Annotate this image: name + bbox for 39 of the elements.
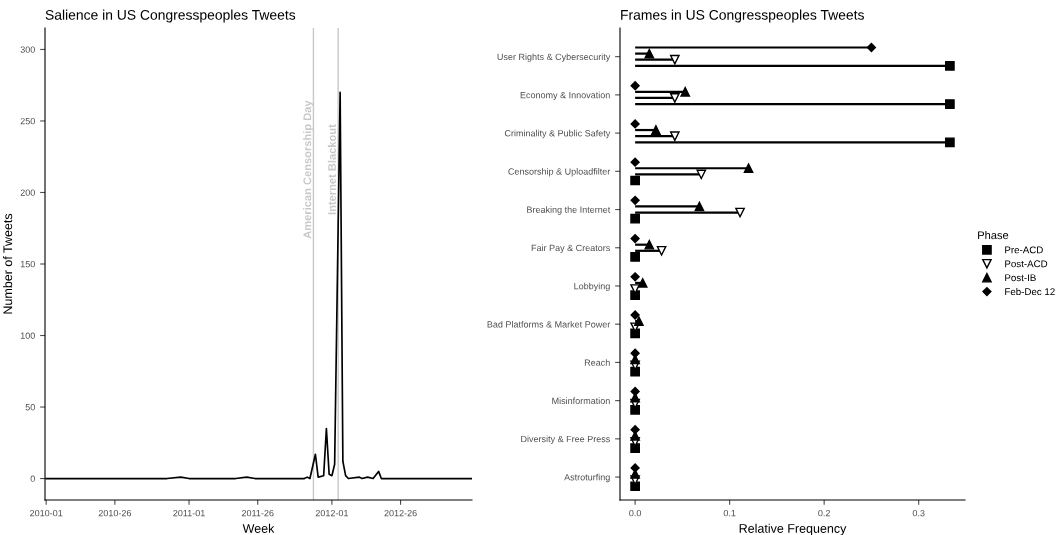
y-tick-label: 150 [20, 260, 35, 268]
y-tick-label: Criminality & Public Safety [504, 129, 611, 139]
x-tick-label: 2011-26 [241, 509, 274, 517]
y-tick-label: Fair Pay & Creators [531, 244, 610, 253]
x-tick-label: 2010-01 [30, 509, 63, 517]
x-tick-label: 0.0 [629, 509, 642, 517]
legend-label: Feb-Dec 12 [1005, 287, 1055, 296]
y-tick-label: 0 [30, 475, 35, 482]
y-tick-label: Astroturfing [564, 473, 610, 483]
y-tick-label: Breaking the Internet [527, 206, 611, 215]
x-axis-title: Relative Frequency [739, 523, 847, 535]
y-tick-label: 200 [20, 189, 35, 196]
y-tick-label: 300 [20, 46, 35, 53]
chart-title: Frames in US Congresspeoples Tweets [621, 9, 864, 23]
y-tick-label: User Rights & Cybersecurity [497, 53, 611, 62]
x-tick-label: 2010-26 [98, 509, 132, 517]
y-tick-label: Reach [584, 359, 610, 366]
legend-title: Phase [978, 230, 1009, 240]
x-tick-label: 2011-01 [173, 509, 205, 517]
legend-label: Pre-ACD [1005, 246, 1043, 254]
x-tick-label: 0.2 [818, 509, 830, 517]
y-tick-label: Economy & Innovation [520, 91, 610, 101]
y-tick-label: Diversity & Free Press [521, 435, 610, 444]
x-tick-label: 2012-01 [315, 509, 349, 517]
x-axis-title: Week [242, 523, 275, 533]
x-tick-label: 0.3 [912, 509, 925, 517]
y-tick-label: 100 [20, 332, 35, 339]
y-tick-label: Censorship & Uploadfilter [508, 168, 611, 177]
y-axis-title: Number of Tweets [3, 213, 13, 314]
y-tick-label: Misinformation [552, 397, 610, 404]
x-tick-label: 2012-26 [384, 509, 417, 517]
chart-title: Salience in US Congresspeoples Tweets [45, 9, 296, 23]
legend-label: Post-ACD [1005, 260, 1048, 268]
y-tick-label: 50 [25, 404, 35, 411]
y-tick-label: Bad Platforms & Market Power [487, 320, 611, 328]
legend-label: Post-IB [1005, 274, 1036, 282]
y-tick-label: 250 [20, 117, 35, 125]
x-tick-label: 0.1 [723, 509, 736, 517]
y-tick-label: Lobbying [574, 282, 610, 292]
